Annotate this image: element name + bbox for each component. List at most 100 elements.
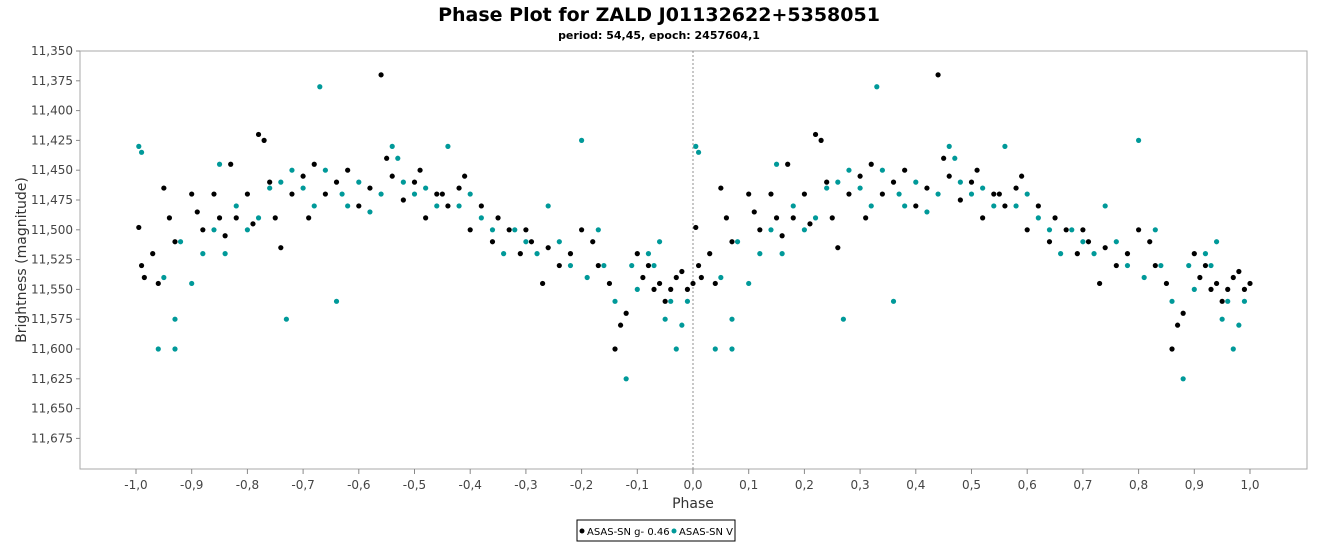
data-point [868,161,874,167]
x-axis-label: Phase [672,496,714,512]
data-point [684,286,691,292]
data-point [1191,251,1197,257]
data-point [768,191,774,197]
data-point [1152,227,1158,233]
data-point [1225,298,1231,304]
x-tick-label: -0,8 [236,478,259,492]
data-point [200,251,206,257]
data-point [579,227,585,233]
data-point [1147,239,1153,245]
data-point [136,224,142,231]
x-tick-label: -0,9 [180,478,203,492]
data-point [874,84,880,90]
data-point [445,143,451,149]
data-point [1163,280,1170,287]
data-point [166,215,173,221]
data-point [601,262,607,269]
data-point [779,251,785,257]
data-point [267,179,273,185]
x-tick-label: -0,4 [458,478,481,492]
legend-label-v: ASAS-SN V [679,527,733,538]
data-point [868,203,874,209]
data-point [417,167,423,173]
data-point [1174,322,1181,328]
data-point [189,280,195,287]
data-point [434,203,440,209]
data-point [161,274,167,281]
data-point [656,239,663,245]
data-point [384,155,390,161]
data-point [1113,262,1119,269]
data-point [1158,262,1164,269]
data-point [991,203,997,209]
data-point [824,179,830,185]
data-point [693,224,699,231]
y-tick-label: 11,575 [31,312,73,326]
data-point [935,191,941,197]
data-point [640,274,646,281]
data-point [1241,286,1248,292]
data-point [924,185,930,191]
data-point [768,227,774,233]
y-tick-label: 11,600 [31,342,73,356]
data-point [445,203,451,209]
data-point [317,84,323,90]
data-point [1236,268,1242,275]
data-point [835,179,841,185]
data-point [501,251,507,257]
data-point [567,262,574,269]
legend-label-g: ASAS-SN g- 0.46 [587,527,670,538]
data-point [991,191,997,197]
x-tick-label: 0,1 [739,478,758,492]
data-point [300,185,306,191]
data-point [1247,280,1253,287]
data-point [244,191,250,197]
data-point [411,179,418,185]
data-point [155,280,161,287]
data-point [1124,262,1131,269]
data-point [1074,251,1080,257]
data-point [1186,262,1192,269]
data-point [1097,280,1103,287]
data-point [729,316,735,322]
data-point [662,298,668,304]
data-point [946,173,952,179]
data-point [1124,251,1131,257]
data-point [356,179,362,185]
data-point [389,173,395,179]
data-point [595,227,601,233]
data-point [1180,376,1186,382]
y-tick-label: 11,350 [31,44,73,58]
data-point [729,239,735,245]
data-point [651,286,657,292]
legend-marker-g [579,528,585,534]
data-point [189,191,195,197]
data-point [712,346,718,352]
data-point [289,167,295,173]
data-point [707,251,713,257]
data-point [528,239,535,245]
data-point [395,155,401,161]
data-point [306,215,312,221]
data-point [467,227,473,233]
data-point [673,274,679,281]
data-point [523,227,529,233]
data-point [1080,239,1086,245]
data-point [1136,227,1142,233]
data-point [1202,262,1209,269]
data-point [172,316,178,322]
data-point [835,245,841,251]
data-point [523,239,529,245]
data-point [645,251,652,257]
data-point [311,203,317,209]
data-point [1219,316,1225,322]
data-point [150,251,156,257]
data-point [489,239,496,245]
data-point [812,215,819,221]
data-point [957,197,963,203]
data-point [690,280,696,287]
data-point [333,179,340,185]
data-point [941,155,947,161]
data-point [467,191,473,197]
